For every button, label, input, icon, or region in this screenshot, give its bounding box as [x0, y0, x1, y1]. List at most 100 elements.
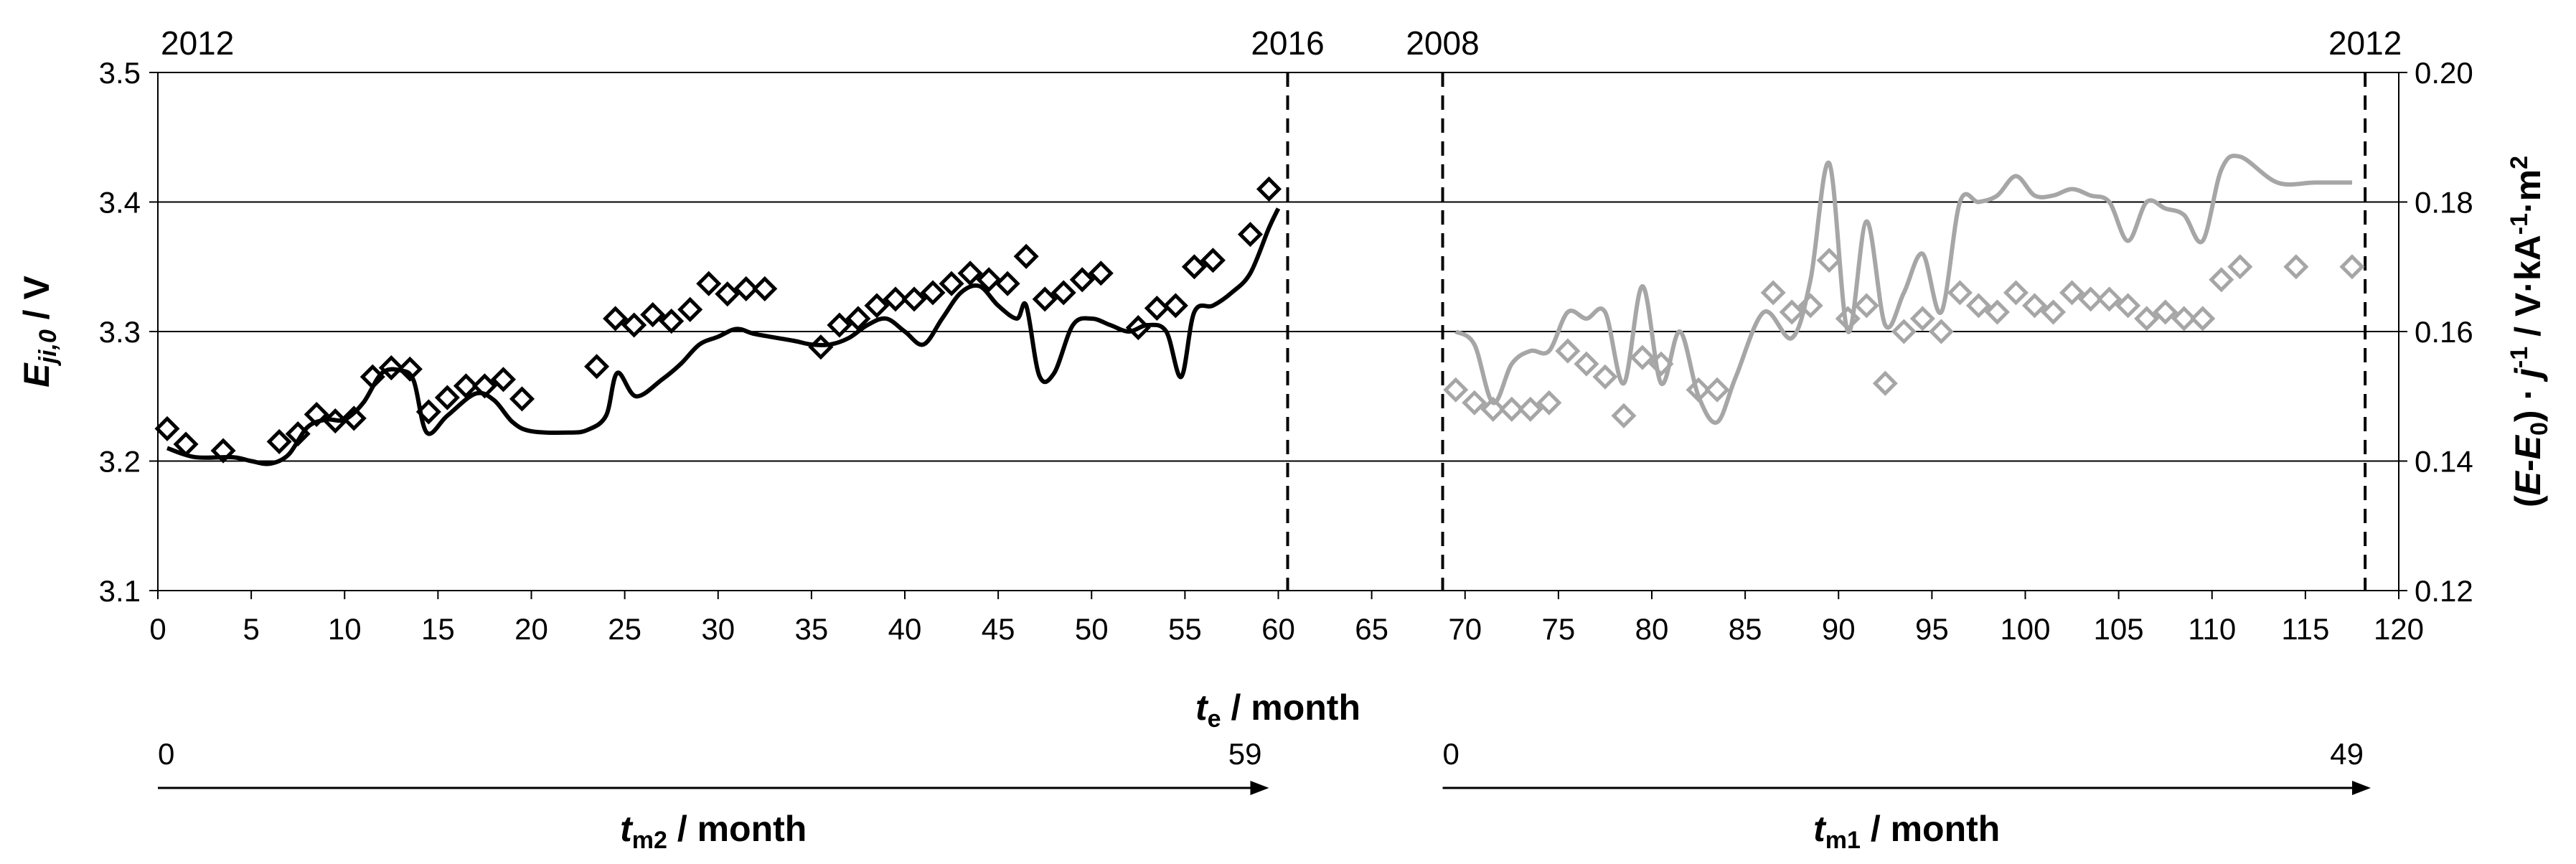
series-0-point-18 — [603, 306, 629, 332]
secondary-axis-0-arrow-head — [1250, 781, 1269, 795]
secondary-axis-1-label-rest: / month — [1861, 809, 2000, 849]
secondary-axis-0-start-label: 0 — [158, 737, 174, 771]
x-axis-label: te / month — [1195, 687, 1360, 733]
secondary-axis-1-label: tm1 / month — [1813, 809, 2000, 854]
series-2-point-36 — [2171, 306, 2197, 332]
series-2-point-4 — [1518, 396, 1543, 422]
x-tick-label-21: 105 — [2094, 612, 2144, 646]
series-2 — [1443, 248, 2365, 428]
series-0-point-48 — [1237, 222, 1263, 248]
series-2-point-27 — [2003, 280, 2029, 306]
series-2-point-24 — [1947, 280, 1973, 306]
secondary-axis-1-label-sub: m1 — [1825, 827, 1861, 854]
right-y-axis-label-part-5: ) · — [2508, 378, 2548, 422]
series-0-point-34 — [939, 271, 964, 296]
right-y-tick-label-3: 0.18 — [2415, 186, 2473, 220]
left-y-tick-label-3: 3.4 — [99, 186, 141, 220]
series-2-point-35 — [2153, 299, 2178, 325]
x-axis-label-sub: e — [1208, 705, 1221, 733]
series-2-point-6 — [1555, 338, 1581, 364]
series-2-point-1 — [1462, 390, 1487, 415]
x-axis-label-rest: / month — [1221, 687, 1360, 728]
series-2-point-9 — [1611, 403, 1637, 428]
series-2-point-3 — [1499, 396, 1525, 422]
right-y-axis-label-part-8: / V·kA — [2508, 235, 2548, 347]
x-tick-label-14: 70 — [1448, 612, 1482, 646]
series-0-point-35 — [957, 260, 983, 286]
x-tick-label-18: 90 — [1822, 612, 1856, 646]
series-0-point-21 — [659, 309, 685, 334]
series-2-point-21 — [1891, 319, 1917, 344]
series-2-point-8 — [1592, 364, 1618, 390]
right-y-axis-label-part-10: ·m — [2508, 169, 2548, 213]
x-tick-label-7: 35 — [795, 612, 829, 646]
series-0-point-39 — [1032, 286, 1058, 312]
series-2-point-32 — [2097, 286, 2123, 312]
x-tick-label-5: 25 — [608, 612, 641, 646]
x-tick-label-8: 40 — [888, 612, 922, 646]
x-tick-label-15: 75 — [1542, 612, 1576, 646]
secondary-axis-0-label-sub: m2 — [632, 827, 667, 854]
secondary-axis-1-arrow-head — [2351, 781, 2371, 795]
right-y-axis-label-part-9: -1 — [2506, 213, 2533, 235]
series-2-point-13 — [1704, 377, 1730, 403]
series-0-point-42 — [1088, 260, 1114, 286]
series-2-point-33 — [2115, 293, 2141, 319]
series-0-point-20 — [640, 301, 666, 328]
series-0-point-19 — [621, 312, 647, 338]
series-0-point-7 — [341, 405, 367, 431]
x-axis-label-main: t — [1195, 687, 1209, 728]
year-label-3: 2012 — [2328, 24, 2402, 62]
x-tick-label-4: 20 — [514, 612, 548, 646]
secondary-axis-1-end-label: 49 — [2330, 737, 2364, 771]
series-0-point-30 — [864, 293, 890, 319]
series-2-point-0 — [1443, 377, 1469, 403]
series-0-point-12 — [434, 385, 460, 410]
series-2-point-30 — [2059, 280, 2085, 306]
series-0-point-25 — [733, 276, 759, 301]
right-y-axis-label: (E-E0) · j-1 / V·kA-1·m2 — [2506, 156, 2553, 507]
series-2-point-29 — [2041, 299, 2067, 325]
series-0-point-22 — [677, 296, 703, 322]
series-0-point-40 — [1050, 280, 1076, 306]
secondary-axis-0-end-label: 59 — [1228, 737, 1262, 771]
series-2-point-15 — [1779, 299, 1805, 325]
right-y-tick-label-1: 0.14 — [2415, 445, 2473, 479]
series-2-point-22 — [1909, 306, 1935, 332]
x-tick-label-9: 45 — [982, 612, 1015, 646]
series-0-point-13 — [453, 373, 479, 399]
series-3 — [1454, 154, 2352, 425]
right-y-axis-label-part-4: 0 — [2526, 422, 2553, 436]
x-tick-label-17: 85 — [1729, 612, 1762, 646]
series-2-point-34 — [2134, 306, 2160, 332]
x-tick-label-19: 95 — [1915, 612, 1949, 646]
series-2-point-19 — [1853, 293, 1879, 319]
right-y-tick-label-2: 0.16 — [2415, 315, 2473, 349]
series-0-point-17 — [584, 354, 610, 380]
x-tick-label-13: 65 — [1355, 612, 1388, 646]
series-2-point-41 — [2339, 254, 2365, 280]
x-tick-label-6: 30 — [701, 612, 735, 646]
right-y-tick-label-0: 0.12 — [2415, 574, 2473, 608]
series-2-point-23 — [1928, 319, 1954, 344]
year-label-0: 2012 — [161, 24, 234, 62]
series-2-point-40 — [2283, 254, 2309, 280]
series-2-point-37 — [2190, 306, 2216, 332]
series-0-point-15 — [490, 367, 516, 393]
series-0-point-37 — [995, 271, 1020, 296]
series-0-point-46 — [1181, 254, 1207, 280]
right-y-axis-label-part-11: 2 — [2506, 156, 2533, 169]
series-0-point-33 — [920, 280, 946, 306]
series-0-point-32 — [901, 286, 927, 312]
series-0-point-36 — [976, 267, 1002, 293]
right-y-axis-label-part-3: E — [2508, 434, 2548, 459]
series-0-point-16 — [509, 386, 535, 412]
x-tick-label-2: 10 — [328, 612, 362, 646]
series-0-point-29 — [845, 306, 871, 332]
series-2-point-38 — [2209, 267, 2234, 293]
right-y-axis-label-part-7: -1 — [2506, 347, 2533, 368]
secondary-axis-0-label-rest: / month — [667, 809, 807, 849]
series-0-point-49 — [1256, 176, 1282, 202]
